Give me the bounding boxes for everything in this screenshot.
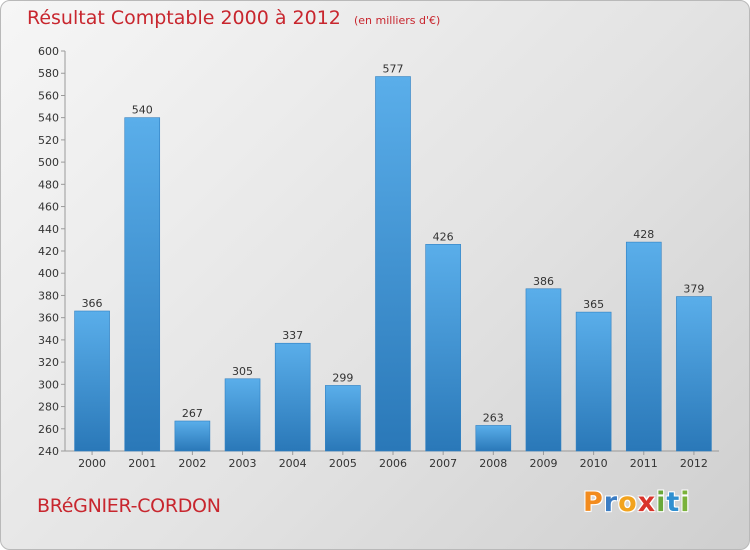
bar-2012[interactable] (676, 296, 712, 452)
data-label-2001: 540 (132, 104, 153, 117)
y-tick-label: 500 (38, 156, 59, 169)
logo-letter: P (583, 487, 604, 518)
bar-2005[interactable] (325, 385, 361, 452)
bar-2010[interactable] (575, 311, 612, 452)
logo-letter: x (637, 487, 657, 518)
x-tick-label-2004: 2004 (279, 457, 307, 470)
logo-letter: r (603, 487, 619, 518)
y-tick-label: 540 (38, 112, 59, 125)
x-tick-label-2012: 2012 (680, 457, 708, 470)
y-tick-label: 480 (38, 178, 59, 191)
y-tick-label: 260 (38, 423, 59, 436)
data-label-2003: 305 (232, 365, 253, 378)
bar-2009[interactable] (525, 288, 562, 452)
y-tick-label: 240 (38, 445, 59, 458)
logo-letter: o (618, 487, 638, 518)
data-label-2002: 267 (182, 407, 203, 420)
y-tick-label: 380 (38, 289, 59, 302)
y-tick-label: 280 (38, 401, 59, 414)
x-tick-label-2001: 2001 (128, 457, 156, 470)
logo-letter: t (666, 487, 681, 518)
y-tick-label: 360 (38, 312, 59, 325)
data-label-2007: 426 (433, 230, 454, 243)
y-tick-label: 460 (38, 201, 59, 214)
bars (74, 76, 712, 452)
bar-2007[interactable] (425, 244, 461, 452)
commune-name: BRéGNIER-CORDON (37, 495, 221, 517)
logo-letter: i (680, 487, 691, 518)
y-tick-label: 580 (38, 67, 59, 80)
y-tick-label: 600 (38, 45, 59, 58)
data-label-2004: 337 (282, 329, 303, 342)
x-tick-label-2010: 2010 (580, 457, 608, 470)
data-label-2000: 366 (82, 297, 103, 310)
data-label-2008: 263 (483, 411, 504, 424)
y-tick-label: 400 (38, 267, 59, 280)
bar-2002[interactable] (174, 420, 211, 452)
data-label-2009: 386 (533, 275, 554, 288)
data-label-2005: 299 (332, 371, 353, 384)
data-label-2011: 428 (633, 228, 654, 241)
data-label-2006: 577 (383, 63, 404, 76)
y-tick-label: 320 (38, 356, 59, 369)
y-tick-label: 560 (38, 89, 59, 102)
bar-2001[interactable] (124, 117, 161, 452)
y-tick-label: 440 (38, 223, 59, 236)
bar-2008[interactable] (475, 425, 512, 452)
chart-title: Résultat Comptable 2000 à 2012 (27, 7, 341, 29)
bar-2003[interactable] (224, 378, 261, 452)
bar-2006[interactable] (375, 76, 411, 452)
x-tick-label-2011: 2011 (630, 457, 658, 470)
proxiti-logo[interactable]: Proxiti (583, 487, 691, 518)
y-tick-label: 520 (38, 134, 59, 147)
x-tick-label-2006: 2006 (379, 457, 407, 470)
y-tick-label: 340 (38, 334, 59, 347)
x-tick-label-2009: 2009 (529, 457, 557, 470)
bar-2004[interactable] (274, 342, 311, 452)
bar-2000[interactable] (74, 310, 110, 452)
bar-2011[interactable] (625, 241, 662, 452)
x-tick-label-2005: 2005 (329, 457, 357, 470)
x-tick-label-2007: 2007 (429, 457, 457, 470)
data-label-2010: 365 (583, 298, 604, 311)
labels: 366 2000 540 2001 267 2002 305 2003 337 2004 299 20… (78, 63, 708, 470)
x-tick-label-2000: 2000 (78, 457, 106, 470)
x-tick-label-2008: 2008 (479, 457, 507, 470)
y-tick-label: 420 (38, 245, 59, 258)
logo-letter: i (656, 487, 667, 518)
x-tick-label-2003: 2003 (229, 457, 257, 470)
chart-unit: (en milliers d'€) (353, 14, 441, 27)
y-tick-label: 300 (38, 378, 59, 391)
data-label-2012: 379 (683, 283, 704, 296)
title-row: Résultat Comptable 2000 à 2012 (en milli… (27, 7, 440, 29)
x-tick-label-2002: 2002 (178, 457, 206, 470)
